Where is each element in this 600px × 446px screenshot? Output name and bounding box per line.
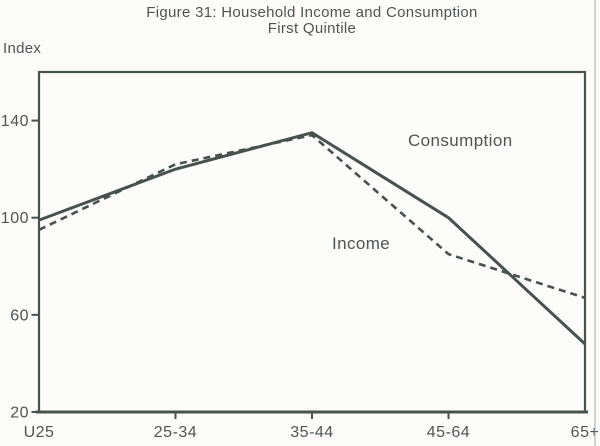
income-line (38, 133, 586, 300)
plot-frame (37, 70, 587, 414)
y-tick-label: 60 (10, 307, 29, 324)
y-tick-label: 100 (1, 210, 29, 227)
x-tick-label: 45-64 (427, 424, 470, 441)
chart-title: Figure 31: Household Income and Consumpt… (146, 4, 478, 21)
chart-title-block: Figure 31: Household Income and Consumpt… (24, 5, 600, 37)
consumption-line (38, 131, 587, 346)
x-tick-label: 65+ (571, 424, 600, 441)
x-tick-label: 35-44 (290, 424, 333, 441)
y-tick-label: 20 (10, 405, 29, 422)
scan-edge-line (594, 0, 596, 446)
x-tick-label: U25 (24, 424, 55, 441)
income-series-label: Income (332, 234, 390, 253)
x-tick-label: 25-34 (154, 424, 197, 441)
y-axis-label: Index (3, 40, 42, 57)
y-tick-label: 140 (1, 113, 29, 130)
chart-subtitle: First Quintile (267, 20, 357, 37)
consumption-series-label: Consumption (408, 131, 513, 150)
